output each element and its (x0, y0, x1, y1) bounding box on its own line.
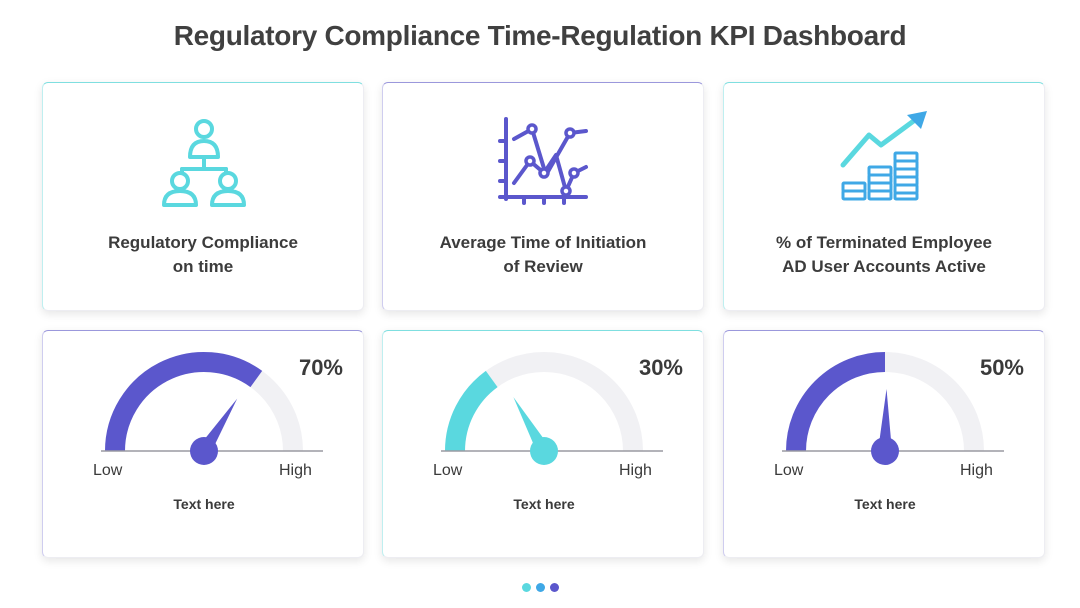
gauge-card-2: 30% Low High Text here (382, 330, 704, 558)
gauge-high-label: High (279, 462, 312, 479)
gauge-hub (871, 437, 899, 465)
gauge-caption: Text here (513, 496, 575, 512)
gauge-1 (101, 352, 323, 465)
gauge-3 (782, 352, 1004, 465)
gauge-high-label: High (619, 462, 652, 479)
gauge-percent: 50% (979, 355, 1024, 380)
kpi-label: Average Time of Initiation of Review (439, 233, 647, 276)
line-chart-icon (498, 117, 588, 205)
gauge-caption: Text here (173, 496, 235, 512)
gauge-hub (190, 437, 218, 465)
gauge-percent: 30% (638, 355, 683, 380)
gauge-low-label: Low (774, 462, 804, 479)
gauge-hub (530, 437, 558, 465)
hierarchy-people-icon (162, 119, 246, 207)
kpi-card-terminated-accounts: % of Terminated Employee AD User Account… (723, 82, 1045, 311)
gauge-2 (441, 352, 663, 465)
kpi-label: % of Terminated Employee AD User Account… (775, 233, 992, 276)
gauge-low-label: Low (433, 462, 463, 479)
gauge-card-3: 50% Low High Text here (723, 330, 1045, 558)
gauge-needle (878, 389, 892, 452)
pager-dot-1[interactable] (522, 583, 531, 592)
kpi-card-compliance: Regulatory Compliance on time (42, 82, 364, 311)
page-title: Regulatory Compliance Time-Regulation KP… (173, 20, 907, 51)
growth-money-icon (840, 111, 927, 201)
kpi-card-review-time: Average Time of Initiation of Review (382, 82, 704, 311)
gauge-percent: 70% (298, 355, 343, 380)
gauge-high-label: High (960, 462, 993, 479)
gauge-low-label: Low (93, 462, 123, 479)
gauge-value-arc (445, 370, 498, 452)
kpi-label: Regulatory Compliance on time (108, 233, 298, 276)
gauge-value-arc (105, 352, 263, 452)
pager-dot-3[interactable] (550, 583, 559, 592)
pager-dot-2[interactable] (536, 583, 545, 592)
gauge-caption: Text here (854, 496, 916, 512)
gauge-card-1: 70% Low High Text here (42, 330, 364, 558)
gauge-value-arc (786, 352, 886, 452)
